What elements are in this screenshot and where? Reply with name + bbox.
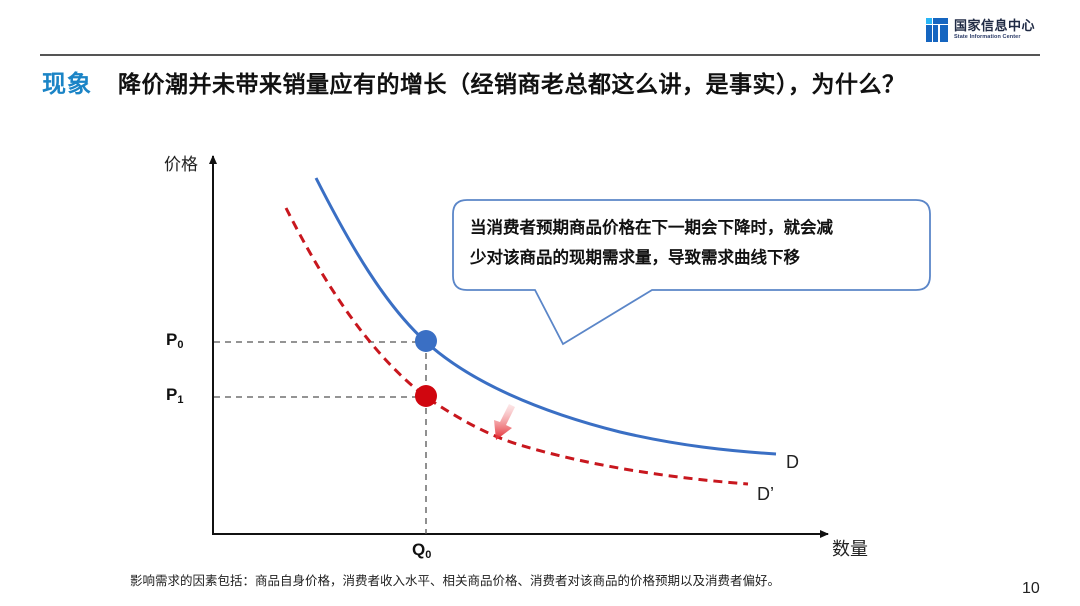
page-title: 降价潮并未带来销量应有的增长（经销商老总都这么讲，是事实），为什么？ — [118, 71, 906, 98]
footnote: 影响需求的因素包括：商品自身价格，消费者收入水平、相关商品价格、消费者对该商品的… — [130, 573, 781, 588]
point-p1-q0 — [415, 385, 437, 407]
tick-p1: P1 — [166, 385, 184, 406]
logo-name-en: State Information Center — [954, 33, 1021, 40]
callout-line-1: 当消费者预期商品价格在下一期会下降时，就会减 — [470, 218, 833, 237]
shift-down-arrow-icon — [494, 404, 515, 440]
demand-curve-d — [314, 177, 777, 456]
tick-q0: Q0 — [412, 540, 432, 561]
logo-name-cn: 国家信息中心 — [954, 18, 1036, 34]
x-axis-label: 数量 — [832, 539, 868, 560]
point-p0-q0 — [415, 330, 437, 352]
title-tag: 现象 — [42, 70, 92, 98]
callout-text: 当消费者预期商品价格在下一期会下降时，就会减 少对该商品的现期需求量，导致需求曲… — [470, 213, 920, 273]
y-axis-label: 价格 — [164, 155, 198, 175]
header-divider — [40, 54, 1040, 56]
curve-label-d-prime: D’ — [757, 484, 774, 504]
curve-label-d: D — [786, 452, 799, 472]
callout-bubble — [452, 199, 931, 346]
guide-lines — [214, 341, 427, 534]
callout-line-2: 少对该商品的现期需求量，导致需求曲线下移 — [470, 248, 800, 267]
logo: 国家信息中心 State Information Center — [926, 18, 1035, 42]
logo-mark-icon — [926, 18, 948, 42]
page-number: 10 — [1022, 580, 1040, 597]
tick-p0: P0 — [166, 330, 184, 351]
title-row: 现象 降价潮并未带来销量应有的增长（经销商老总都这么讲，是事实），为什么？ — [42, 64, 906, 99]
demand-curve-d-prime — [284, 207, 749, 486]
